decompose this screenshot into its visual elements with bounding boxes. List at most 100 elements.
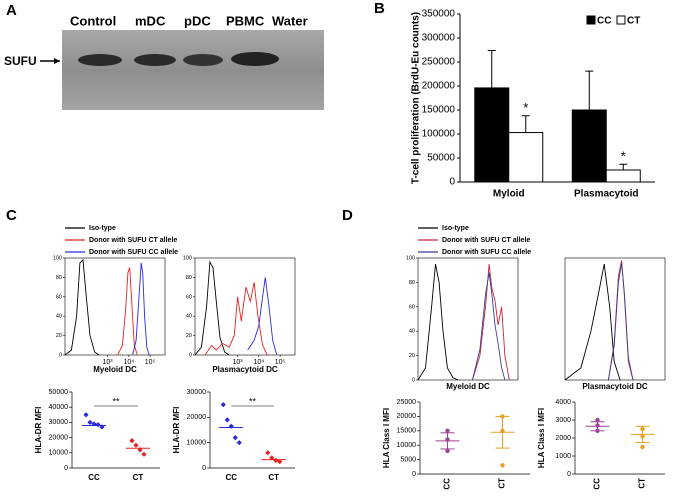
y-tick-label: 50000 [427, 153, 455, 164]
y-tick-label: 4000 [555, 399, 571, 406]
legend-swatch [616, 15, 626, 25]
y-tick-label: 100 [53, 255, 62, 261]
y-tick-label: 200000 [422, 81, 456, 92]
band-label: SUFU [4, 54, 37, 68]
data-point [133, 442, 139, 448]
annotation: * [621, 149, 626, 164]
data-point [500, 428, 505, 433]
y-tick-label: 80 [409, 280, 415, 286]
y-tick-label: 60 [186, 294, 192, 300]
legend-label: Donor with SUFU CC allele [442, 249, 531, 256]
data-point [445, 428, 450, 433]
bar [605, 169, 641, 183]
y-tick-label: 80 [186, 275, 192, 281]
data-point [220, 402, 226, 408]
panel-label: D [342, 207, 353, 224]
y-tick-label: 0 [64, 465, 68, 472]
y-tick-label: 1000 [555, 453, 571, 460]
data-point [95, 422, 101, 428]
histogram-curve [64, 258, 100, 356]
data-point [500, 414, 505, 419]
gel-band [134, 54, 176, 66]
histogram-curve [132, 262, 150, 356]
y-tick-label: 20 [186, 333, 192, 339]
y-tick-label: 30000 [49, 419, 69, 426]
data-point [445, 448, 450, 454]
gel-band [183, 54, 223, 66]
x-tick-label: 10³ [233, 359, 244, 366]
y-tick-label: 100000 [422, 129, 456, 140]
y-tick-label: 0 [412, 377, 415, 383]
y-tick-label: 150000 [422, 105, 456, 116]
x-tick-label: CT [268, 473, 279, 482]
x-axis-label: Myeloid DC [93, 365, 137, 374]
lane-label: mDC [135, 13, 166, 28]
y-tick-label: 0 [412, 471, 416, 478]
data-point [137, 447, 143, 453]
y-tick-label: 2000 [555, 435, 571, 442]
y-tick-label: 250000 [422, 57, 456, 68]
x-tick-label: 10⁴ [123, 359, 134, 366]
legend-label: CC [597, 16, 611, 27]
data-point [87, 419, 93, 425]
histogram-curve [204, 282, 268, 356]
data-point [83, 412, 89, 418]
y-tick-label: 0 [202, 465, 206, 472]
y-tick-label: 20000 [397, 413, 417, 420]
histogram-curve [247, 277, 278, 356]
y-axis-label: HLA Class I MFI [382, 408, 391, 468]
data-point [232, 435, 238, 441]
data-point [595, 428, 600, 433]
legend-label: Donor with SUFU CT allele [442, 237, 530, 244]
data-point [236, 440, 242, 446]
data-point [224, 417, 230, 423]
y-tick-label: 30000 [187, 389, 207, 396]
bar [508, 132, 544, 183]
data-point [99, 424, 105, 430]
y-tick-label: 40 [409, 329, 415, 335]
y-tick-label: 5000 [400, 456, 416, 463]
data-point [595, 417, 600, 423]
y-tick-label: 50000 [49, 389, 69, 396]
y-tick-label: 0 [59, 352, 62, 358]
data-point [640, 426, 645, 432]
y-tick-label: 15000 [397, 428, 417, 435]
y-tick-label: 0 [449, 177, 455, 188]
x-axis-label: Plasmacytoid DC [582, 382, 648, 391]
data-point [228, 423, 234, 429]
panel-label: A [6, 2, 17, 19]
gel-image [62, 30, 324, 110]
y-tick-label: 350000 [422, 9, 456, 20]
x-tick-label: CC [593, 478, 602, 490]
histogram-curve [117, 267, 138, 356]
x-tick-label: CT [498, 478, 507, 489]
arrow-head [54, 58, 60, 64]
x-tick-label: CC [225, 473, 237, 482]
annotation: ** [112, 396, 120, 406]
histogram-curve [194, 260, 230, 356]
legend-label: CT [627, 16, 640, 27]
x-tick-label: Myloid [493, 189, 525, 200]
x-axis-label: Myeloid DC [446, 382, 490, 391]
y-tick-label: 20 [409, 353, 415, 359]
legend-label: Donor with SUFU CT allele [89, 237, 177, 244]
y-tick-label: 100 [183, 255, 192, 261]
data-point [91, 421, 97, 427]
y-tick-label: 40 [186, 314, 192, 320]
plot-frame [194, 257, 296, 356]
data-point [141, 451, 147, 457]
histogram-curve [471, 264, 510, 381]
x-tick-label: CT [638, 478, 647, 489]
plot-frame [564, 257, 666, 381]
x-tick-label: 10³ [103, 359, 114, 366]
y-tick-label: 10000 [49, 450, 69, 457]
y-axis-label: HLA Class I MFI [537, 408, 546, 468]
x-tick-label: 10⁵ [275, 359, 286, 366]
x-tick-label: CC [88, 473, 100, 482]
histogram-curve [607, 262, 634, 381]
y-axis-label: HLA-DR MFI [172, 407, 181, 454]
legend-label: Iso-type [89, 225, 116, 232]
panel-label: B [374, 0, 385, 17]
